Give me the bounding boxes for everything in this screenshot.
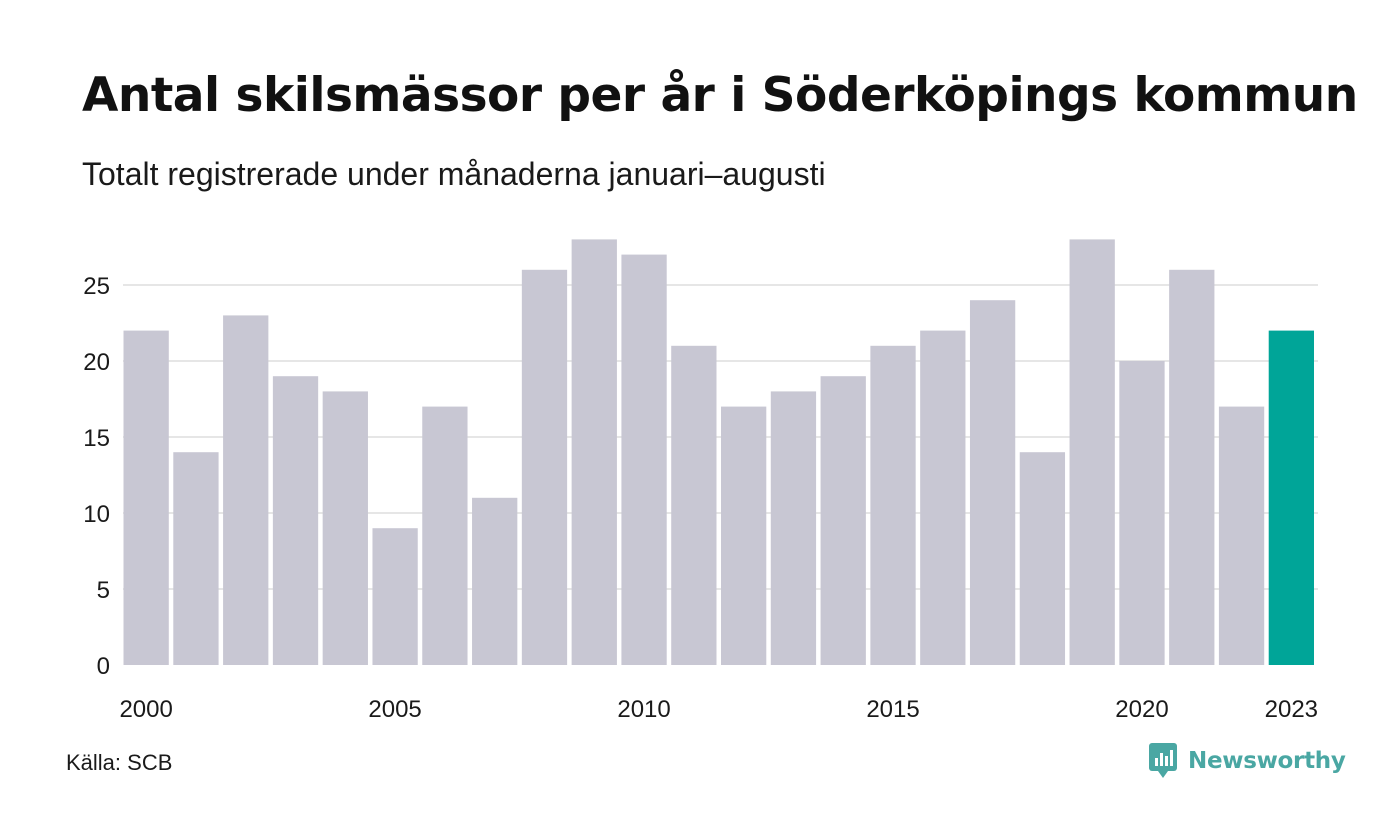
brand-logo: Newsworthy [1148, 742, 1346, 780]
bar-2006 [422, 406, 468, 665]
bar-2018 [1019, 452, 1066, 665]
bars [123, 239, 1314, 665]
bar-2011 [671, 345, 717, 665]
bar-2010 [621, 254, 667, 665]
bar-chart: 0 5 10 15 20 25 2000 2005 2010 2015 2020 2023 [83, 239, 1318, 723]
chart-subtitle: Totalt registrerade under månaderna janu… [82, 156, 826, 192]
bar-2007 [472, 497, 518, 665]
bar-2013 [770, 391, 817, 665]
brand-name: Newsworthy [1188, 748, 1346, 774]
x-tick-label: 2020 [1115, 696, 1168, 723]
bar-2012 [721, 406, 767, 665]
x-tick-label: 2005 [368, 696, 421, 723]
chart-title: Antal skilsmässor per år i Söderköpings … [82, 68, 1358, 123]
y-tick-label: 10 [83, 501, 110, 528]
y-tick-label: 0 [97, 653, 110, 680]
bar-2014 [820, 376, 866, 665]
source-label: Källa: SCB [66, 750, 173, 775]
y-tick-label: 5 [97, 577, 110, 604]
bar-2023 [1268, 330, 1314, 665]
bar-2004 [322, 391, 368, 665]
grid-lines [123, 284, 1318, 590]
newsworthy-logo-icon [1149, 743, 1177, 778]
bar-2020 [1119, 361, 1165, 665]
x-tick-label: 2015 [866, 696, 919, 723]
bar-2015 [870, 345, 916, 665]
bar-2003 [272, 376, 319, 665]
x-tick-label: 2023 [1265, 696, 1318, 723]
bar-2002 [223, 315, 269, 665]
bar-2001 [173, 452, 219, 665]
bar-2022 [1218, 406, 1265, 665]
x-axis: 2000 2005 2010 2015 2020 2023 [119, 696, 1318, 723]
bar-2009 [571, 239, 617, 665]
y-tick-label: 15 [83, 425, 110, 452]
bar-2005 [372, 528, 418, 665]
bar-2021 [1169, 269, 1215, 665]
y-tick-label: 25 [83, 273, 110, 300]
bar-2019 [1069, 239, 1115, 665]
y-tick-label: 20 [83, 349, 110, 376]
bar-2016 [920, 330, 966, 665]
y-axis: 0 5 10 15 20 25 [83, 273, 110, 680]
x-tick-label: 2000 [119, 696, 172, 723]
bar-2008 [521, 269, 568, 665]
x-tick-label: 2010 [617, 696, 670, 723]
bar-2017 [969, 300, 1016, 665]
bar-2000 [123, 330, 169, 665]
